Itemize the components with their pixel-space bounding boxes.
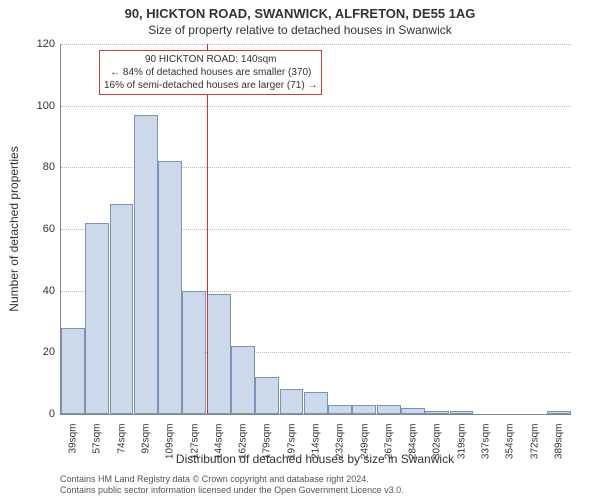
histogram-bar	[207, 294, 231, 414]
x-axis-label: Distribution of detached houses by size …	[60, 452, 570, 466]
histogram-bar	[280, 389, 304, 414]
y-tick-label: 40	[43, 285, 55, 297]
page-subtitle: Size of property relative to detached ho…	[0, 21, 600, 37]
reference-info-line: 90 HICKTON ROAD: 140sqm	[104, 53, 317, 66]
histogram-bar	[61, 328, 85, 414]
footer-line-1: Contains HM Land Registry data © Crown c…	[60, 474, 590, 485]
reference-info-box: 90 HICKTON ROAD: 140sqm← 84% of detached…	[99, 50, 322, 95]
y-tick-label: 0	[49, 408, 55, 420]
x-tick-label: 39sqm	[68, 424, 79, 454]
histogram-bar	[328, 405, 352, 414]
gridline	[61, 106, 571, 107]
x-tick-label: 57sqm	[92, 424, 103, 454]
histogram-bar	[425, 411, 449, 414]
histogram-bar	[134, 115, 158, 414]
histogram-bar	[158, 161, 182, 414]
footer-line-2: Contains public sector information licen…	[60, 485, 590, 496]
reference-info-line: ← 84% of detached houses are smaller (37…	[104, 66, 317, 79]
histogram-bar	[182, 291, 206, 414]
histogram-bar	[377, 405, 401, 414]
reference-line	[207, 44, 208, 414]
histogram-bar	[547, 411, 571, 414]
y-tick-label: 20	[43, 346, 55, 358]
x-tick-label: 74sqm	[116, 424, 127, 454]
page-title: 90, HICKTON ROAD, SWANWICK, ALFRETON, DE…	[0, 0, 600, 21]
histogram-bar	[231, 346, 255, 414]
footer-attribution: Contains HM Land Registry data © Crown c…	[60, 474, 590, 497]
histogram-bar	[255, 377, 279, 414]
histogram-bar	[450, 411, 474, 414]
reference-info-line: 16% of semi-detached houses are larger (…	[104, 79, 317, 92]
y-axis-label: Number of detached properties	[7, 146, 21, 311]
histogram-bar	[401, 408, 425, 414]
x-tick-label: 92sqm	[141, 424, 152, 454]
histogram-bar	[304, 392, 328, 414]
y-tick-label: 60	[43, 223, 55, 235]
histogram-bar	[85, 223, 109, 414]
chart-plot-area: 02040608010012039sqm57sqm74sqm92sqm109sq…	[60, 44, 571, 415]
histogram-bar	[110, 204, 134, 414]
y-tick-label: 80	[43, 161, 55, 173]
histogram-bar	[352, 405, 376, 414]
y-tick-label: 100	[37, 100, 55, 112]
y-tick-label: 120	[37, 38, 55, 50]
gridline	[61, 44, 571, 45]
